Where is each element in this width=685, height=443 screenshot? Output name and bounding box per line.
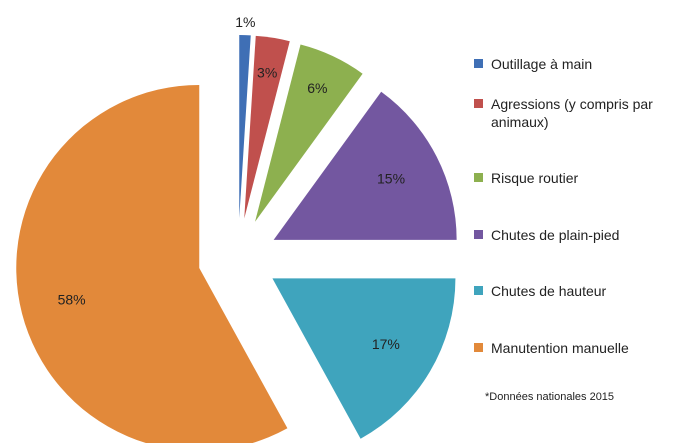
legend-swatch: [474, 230, 483, 239]
legend-label: Manutention manuelle: [491, 340, 629, 356]
data-label: 17%: [372, 336, 400, 352]
pie-slice: [16, 84, 288, 443]
legend-label: Outillage à main: [491, 56, 593, 72]
legend-label: Chutes de hauteur: [491, 283, 607, 299]
pie-slice: [239, 35, 251, 219]
legend-item: Chutes de hauteur: [470, 282, 682, 300]
pie-slice: [272, 278, 456, 439]
legend-swatch: [474, 286, 483, 295]
legend-swatch: [474, 59, 483, 68]
legend-swatch: [474, 99, 483, 108]
data-label: 58%: [58, 291, 86, 307]
legend-swatch: [474, 343, 483, 352]
data-label: 6%: [307, 80, 327, 96]
data-label: 1%: [235, 14, 255, 30]
legend-item: Agressions (y compris par animaux): [470, 95, 682, 131]
legend-item: Manutention manuelle: [470, 339, 682, 357]
legend-label: Chutes de plain-pied: [491, 227, 620, 243]
pie-slice: [273, 91, 457, 240]
legend-label: Agressions (y compris par animaux): [491, 96, 653, 130]
annotation: *Données nationales 2015: [485, 391, 615, 403]
legend-label: Risque routier: [491, 170, 579, 186]
pie-slice: [244, 35, 290, 219]
data-label: 3%: [257, 65, 277, 81]
pie-slice: [255, 44, 363, 222]
data-label: 15%: [377, 171, 405, 187]
legend-item: Risque routier: [470, 169, 682, 187]
legend-item: Outillage à main: [470, 55, 682, 73]
legend-item: Chutes de plain-pied: [470, 226, 682, 244]
legend-swatch: [474, 173, 483, 182]
